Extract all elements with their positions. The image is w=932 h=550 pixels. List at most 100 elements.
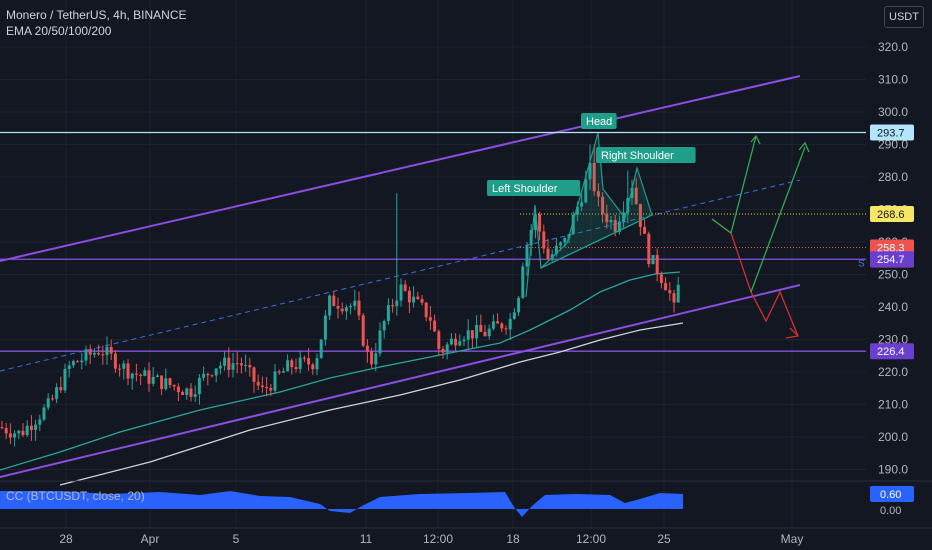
candle-body bbox=[46, 398, 50, 408]
candle-body bbox=[176, 386, 180, 393]
candle-body bbox=[286, 360, 290, 372]
candle-body bbox=[643, 226, 647, 234]
candle-body bbox=[554, 245, 558, 255]
bearish-arrowhead bbox=[785, 327, 800, 339]
candle-body bbox=[42, 407, 46, 420]
candle-body bbox=[500, 323, 504, 329]
candle-body bbox=[118, 368, 122, 370]
candle-body bbox=[223, 357, 227, 366]
candle-body bbox=[218, 365, 222, 369]
bullish-arrowhead bbox=[750, 134, 761, 145]
candle-body bbox=[420, 298, 424, 303]
ema-line bbox=[0, 271, 681, 471]
candle-body bbox=[134, 373, 138, 375]
candle-body bbox=[189, 388, 193, 397]
candle-body bbox=[428, 317, 432, 321]
candle-body bbox=[21, 430, 25, 436]
candle-body bbox=[67, 365, 71, 370]
candle-body bbox=[256, 381, 260, 386]
candle-body bbox=[575, 206, 579, 215]
candle-body bbox=[353, 300, 357, 306]
candle-body bbox=[185, 388, 189, 395]
candle-body bbox=[113, 353, 117, 369]
candle-body bbox=[559, 242, 563, 246]
candle-body bbox=[160, 375, 164, 390]
candle-body bbox=[172, 385, 176, 387]
oscillator-area bbox=[0, 491, 683, 517]
grid-lines bbox=[0, 0, 866, 528]
bearish-arrow bbox=[711, 218, 799, 337]
candle-body bbox=[361, 315, 365, 346]
candle-body bbox=[609, 219, 613, 223]
price-tag-label: 293.7 bbox=[877, 127, 905, 139]
ema-lines bbox=[0, 271, 684, 486]
candle-body bbox=[601, 196, 605, 214]
candle-body bbox=[437, 331, 441, 349]
channel-midline bbox=[0, 179, 801, 372]
series-marker: S bbox=[858, 258, 865, 269]
pattern-label-box bbox=[596, 147, 696, 163]
price-tick-label: 200.0 bbox=[878, 430, 908, 444]
candle-body bbox=[244, 365, 248, 367]
candle-body bbox=[273, 371, 277, 391]
candle-body bbox=[449, 338, 453, 345]
candle-body bbox=[416, 296, 420, 299]
candle-body bbox=[424, 302, 428, 318]
candle-body bbox=[479, 324, 483, 332]
price-tick-label: 240.0 bbox=[878, 300, 908, 314]
candle-body bbox=[147, 370, 151, 384]
oscillator-tick-label: 0.00 bbox=[880, 505, 901, 517]
candle-body bbox=[88, 349, 92, 355]
candle-body bbox=[672, 293, 676, 303]
candle-body bbox=[130, 373, 134, 379]
price-tag bbox=[870, 343, 914, 360]
candle-body bbox=[84, 349, 88, 361]
pattern-label: Left Shoulder bbox=[492, 183, 558, 195]
candle-body bbox=[281, 371, 285, 373]
candle-body bbox=[546, 248, 550, 259]
candle-body bbox=[386, 305, 390, 322]
time-tick-label: 12:00 bbox=[423, 532, 453, 546]
chart-title: Monero / TetherUS, 4h, BINANCE bbox=[6, 8, 187, 22]
candle-body bbox=[332, 295, 336, 306]
candle-body bbox=[126, 363, 130, 379]
price-tag-label: 268.6 bbox=[877, 209, 905, 221]
candle-body bbox=[101, 354, 105, 356]
candle-body bbox=[328, 295, 332, 316]
candle-body bbox=[538, 214, 542, 232]
currency-selector[interactable]: USDT bbox=[884, 6, 924, 28]
candle-body bbox=[17, 430, 21, 434]
candle-body bbox=[294, 367, 298, 370]
candle-body bbox=[13, 433, 17, 438]
oscillator-value-tag bbox=[870, 486, 914, 502]
candle-body bbox=[496, 321, 500, 324]
candle-body bbox=[336, 305, 340, 309]
candle-body bbox=[193, 394, 197, 397]
candle-body bbox=[202, 373, 206, 378]
candle-body bbox=[676, 284, 680, 303]
candle-body bbox=[97, 353, 101, 355]
bullish-arrow bbox=[750, 146, 806, 293]
candle-body bbox=[483, 331, 487, 337]
price-tag-label: 254.7 bbox=[877, 254, 905, 266]
candle-body bbox=[298, 357, 302, 370]
neckline bbox=[540, 214, 653, 269]
candle-body bbox=[4, 428, 8, 434]
candle-body bbox=[50, 398, 54, 400]
price-tick-label: 230.0 bbox=[878, 333, 908, 347]
candle-body bbox=[323, 315, 327, 340]
price-axis[interactable]: 190.0200.0210.0220.0230.0240.0250.0260.0… bbox=[870, 40, 914, 517]
oscillator-pane bbox=[0, 480, 932, 517]
candle-body bbox=[197, 377, 201, 395]
time-axis[interactable]: 28 Apr 5 11 12:00 18 12:00 25 May bbox=[0, 527, 932, 546]
time-tick-label: Apr bbox=[141, 532, 160, 546]
candle-body bbox=[29, 425, 33, 430]
candle-body bbox=[71, 361, 75, 366]
candle-body bbox=[80, 360, 84, 363]
channel-lower bbox=[0, 284, 801, 478]
candle-body bbox=[391, 305, 395, 307]
candle-body bbox=[105, 346, 109, 356]
ema-line bbox=[59, 322, 684, 486]
candle-body bbox=[475, 324, 479, 339]
